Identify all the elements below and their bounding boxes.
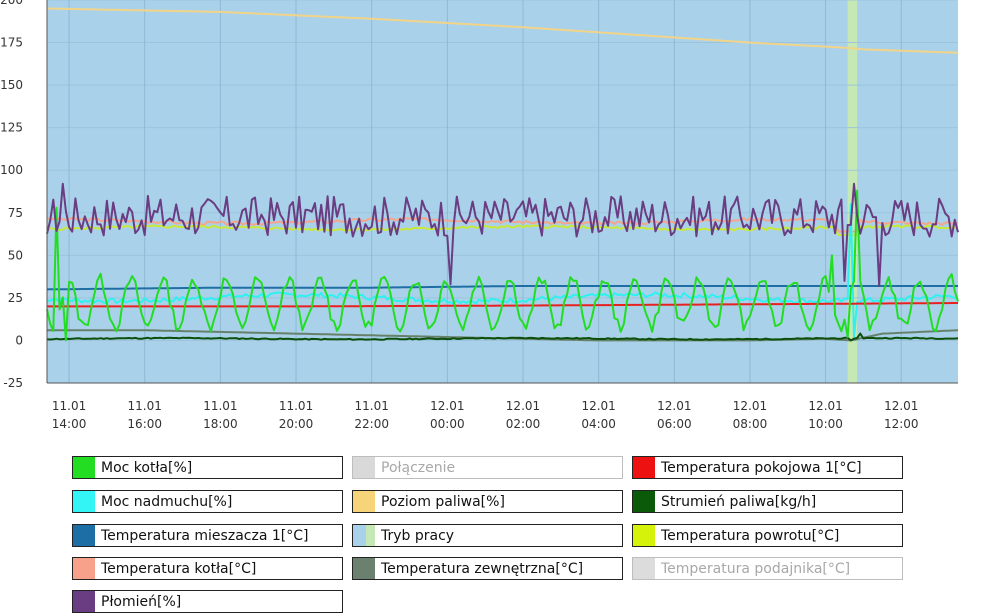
y-tick-labels: 200 175 150 125 100 75 50 25 0 -25: [0, 0, 23, 390]
x-tick-date: 12.01: [733, 399, 767, 413]
legend-swatch: [73, 591, 95, 612]
x-tick-date: 11.01: [279, 399, 313, 413]
x-tick-time: 08:00: [733, 417, 768, 431]
legend-label: Temperatura zewnętrzna[°C]: [381, 560, 584, 577]
series-line-3: [46, 285, 958, 291]
x-tick-time: 18:00: [203, 417, 238, 431]
y-tick-label: -25: [3, 376, 23, 390]
legend-item[interactable]: Płomień[%]: [72, 590, 343, 613]
legend-item[interactable]: Połączenie: [352, 456, 623, 479]
series-line-9: [46, 182, 959, 287]
legend-item[interactable]: Moc nadmuchu[%]: [72, 490, 343, 513]
x-tick-time: 22:00: [354, 417, 389, 431]
legend-label: Temperatura powrotu[°C]: [661, 527, 840, 544]
y-tick-label: 200: [0, 0, 23, 7]
legend-item[interactable]: Moc kotła[%]: [72, 456, 343, 479]
legend-item[interactable]: Temperatura podajnika[°C]: [632, 557, 903, 580]
legend-item[interactable]: Tryb pracy: [352, 524, 623, 547]
legend-swatch: [633, 491, 655, 512]
legend-label: Moc nadmuchu[%]: [101, 493, 233, 510]
y-tick-label: 150: [0, 78, 23, 92]
legend-label: Tryb pracy: [381, 527, 455, 544]
legend: Moc kotła[%] Połączenie Temperatura pokojo…: [72, 456, 912, 613]
legend-item[interactable]: Temperatura kotła[°C]: [72, 557, 343, 580]
legend-swatch: [73, 558, 95, 579]
legend-label: Moc kotła[%]: [101, 459, 193, 476]
x-tick-date: 11.01: [203, 399, 237, 413]
legend-item[interactable]: Temperatura mieszacza 1[°C]: [72, 524, 343, 547]
x-tick-labels: 11.01 14:00 11.01 16:00 11.01 18:00 11.01 20:00…: [52, 399, 919, 431]
legend-label: Strumień paliwa[kg/h]: [661, 493, 817, 510]
x-tick-date: 11.01: [52, 399, 86, 413]
x-tick-date: 12.01: [430, 399, 464, 413]
legend-label: Połączenie: [381, 459, 456, 476]
y-tick-label: 0: [15, 333, 23, 347]
x-tick-date: 12.01: [506, 399, 540, 413]
legend-label: Poziom paliwa[%]: [381, 493, 505, 510]
legend-label: Temperatura kotła[°C]: [101, 560, 257, 577]
legend-label: Temperatura mieszacza 1[°C]: [101, 527, 309, 544]
legend-swatch: [353, 558, 375, 579]
legend-swatch: [353, 525, 375, 546]
legend-item[interactable]: Temperatura pokojowa 1[°C]: [632, 456, 903, 479]
x-tick-time: 20:00: [279, 417, 314, 431]
y-tick-label: 25: [8, 291, 23, 305]
x-tick-time: 10:00: [808, 417, 843, 431]
legend-label: Temperatura pokojowa 1[°C]: [661, 459, 862, 476]
x-tick-date: 12.01: [581, 399, 615, 413]
x-tick-date: 12.01: [657, 399, 691, 413]
series-line-7: [46, 332, 959, 342]
series-lines: [46, 7, 959, 342]
legend-swatch: [73, 525, 95, 546]
x-tick-time: 12:00: [884, 417, 919, 431]
legend-item[interactable]: Strumień paliwa[kg/h]: [632, 490, 903, 513]
y-tick-label: 50: [8, 248, 23, 262]
x-tick-time: 14:00: [52, 417, 87, 431]
x-tick-date: 11.01: [128, 399, 162, 413]
legend-swatch: [633, 457, 655, 478]
x-tick-date: 11.01: [355, 399, 389, 413]
grid-lines: [47, 0, 958, 384]
x-tick-time: 16:00: [127, 417, 162, 431]
y-tick-label: 100: [0, 163, 23, 177]
x-tick-time: 04:00: [581, 417, 616, 431]
legend-swatch: [73, 457, 95, 478]
x-tick-time: 06:00: [657, 417, 692, 431]
legend-label: Temperatura podajnika[°C]: [661, 560, 851, 577]
legend-item[interactable]: Poziom paliwa[%]: [352, 490, 623, 513]
x-tick-date: 12.01: [884, 399, 918, 413]
x-tick-time: 00:00: [430, 417, 465, 431]
series-line-0: [46, 7, 959, 54]
plot-background: [47, 0, 958, 383]
legend-swatch: [353, 491, 375, 512]
y-tick-label: 175: [0, 36, 23, 50]
legend-swatch: [633, 558, 655, 579]
y-tick-label: 125: [0, 121, 23, 135]
legend-item[interactable]: Temperatura zewnętrzna[°C]: [352, 557, 623, 580]
y-tick-label: 75: [8, 206, 23, 220]
x-tick-date: 12.01: [808, 399, 842, 413]
plot-area: [47, 0, 958, 383]
legend-item[interactable]: Temperatura powrotu[°C]: [632, 524, 903, 547]
legend-label: Płomień[%]: [101, 593, 182, 610]
x-tick-time: 02:00: [506, 417, 541, 431]
legend-swatch: [73, 491, 95, 512]
legend-swatch: [633, 525, 655, 546]
axes: [46, 0, 958, 384]
series-line-8: [46, 189, 959, 342]
legend-swatch: [353, 457, 375, 478]
